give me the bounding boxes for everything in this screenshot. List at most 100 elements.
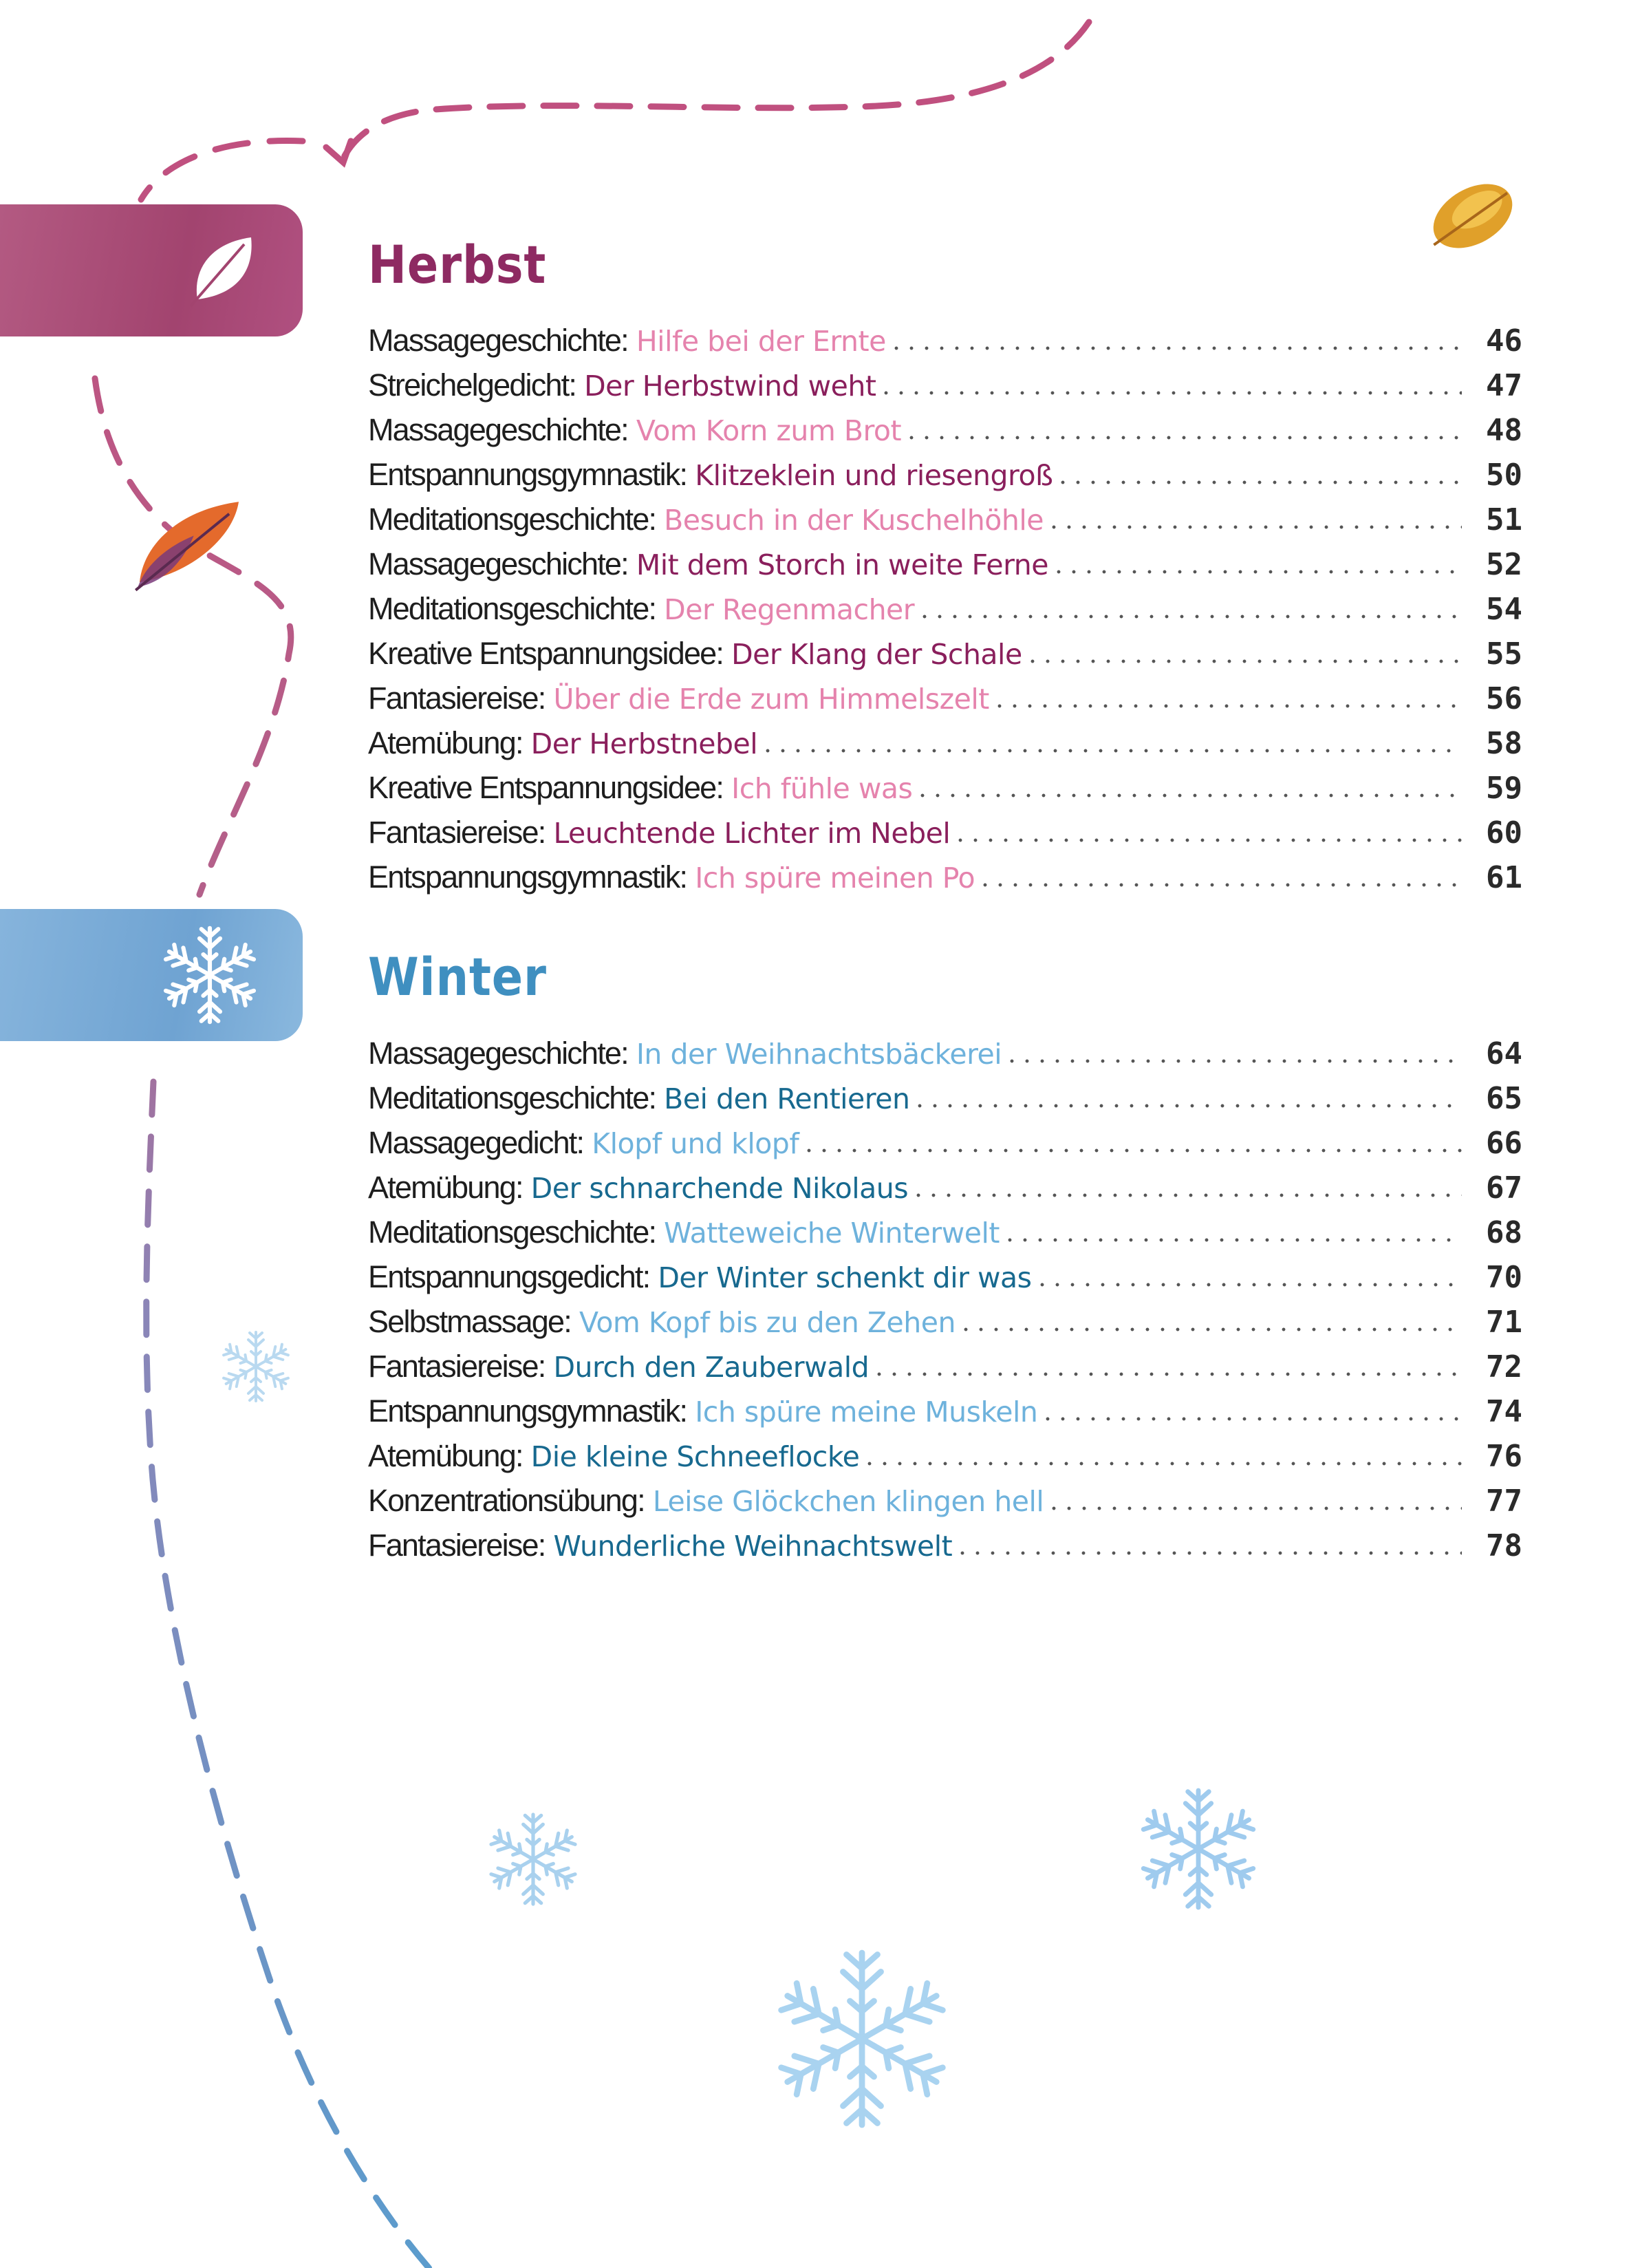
toc-entry[interactable]: Fantasiereise: Leuchtende Lichter im Nebe… (368, 810, 1522, 855)
toc-entry[interactable]: Entspannungsgymnastik: Ich spüre meinen P… (368, 855, 1522, 899)
entry-title: Ich spüre meine Muskeln (695, 1395, 1038, 1429)
snowflake-icon (490, 1815, 577, 1904)
page-number: 59 (1486, 771, 1522, 806)
entry-category: Entspannungsgymnastik: (368, 457, 688, 492)
entry-category: Kreative Entspannungsidee: (368, 636, 724, 671)
entry-title: Klopf und klopf (592, 1127, 799, 1160)
entry-title: Der Winter schenkt dir was (658, 1261, 1032, 1294)
dot-leader (878, 389, 1462, 396)
dot-leader (904, 434, 1462, 440)
entry-category: Fantasiereise: (368, 681, 546, 716)
dot-leader (862, 1460, 1462, 1466)
page-number: 72 (1486, 1349, 1522, 1384)
dashed-path-top (340, 19, 1092, 162)
page-number: 55 (1486, 636, 1522, 672)
entry-category: Atemübung: (368, 725, 524, 760)
section-tab-herbst[interactable] (0, 204, 303, 336)
dot-leader (978, 881, 1462, 888)
dot-leader (915, 792, 1462, 798)
entry-title: Der Herbstnebel (530, 727, 758, 760)
page-number: 78 (1486, 1528, 1522, 1563)
dot-leader (1050, 568, 1462, 575)
dot-leader (953, 837, 1462, 843)
entry-category: Streichelgedicht: (368, 367, 577, 403)
entry-category: Massagegeschichte: (368, 546, 629, 581)
dot-leader (1046, 524, 1462, 530)
entry-title: Der Regenmacher (664, 593, 915, 626)
page-number: 64 (1486, 1036, 1522, 1071)
entry-title: Leuchtende Lichter im Nebel (553, 817, 951, 850)
toc-entry[interactable]: Massagegedicht: Klopf und klopf 66 (368, 1120, 1522, 1165)
entry-title: Der schnarchende Nikolaus (530, 1172, 909, 1205)
entry-title: Leise Glöckchen klingen hell (652, 1485, 1044, 1518)
golden-leaf-icon (1433, 184, 1513, 248)
toc-entry[interactable]: Fantasiereise: Durch den Zauberwald 72 (368, 1344, 1522, 1389)
toc-entry[interactable]: Atemübung: Der Herbstnebel 58 (368, 720, 1522, 765)
page-number: 46 (1486, 323, 1522, 359)
page-number: 48 (1486, 413, 1522, 448)
dot-leader (912, 1102, 1462, 1109)
page-number: 47 (1486, 368, 1522, 403)
section-title-winter: Winter (368, 946, 547, 1007)
entry-title: Mit dem Storch in weite Ferne (636, 548, 1049, 581)
entry-category: Massagegeschichte: (368, 412, 629, 447)
toc-entry[interactable]: Kreative Entspannungsidee: Ich fühle was 5… (368, 765, 1522, 810)
toc-entry[interactable]: Meditationsgeschichte: Besuch in der Kusc… (368, 497, 1522, 542)
entry-category: Meditationsgeschichte: (368, 502, 657, 537)
entry-title: Klitzeklein und riesengroß (695, 459, 1053, 492)
toc-entry[interactable]: Selbstmassage: Vom Kopf bis zu den Zehen 7… (368, 1299, 1522, 1344)
toc-entry[interactable]: Entspannungsgedicht: Der Winter schenkt d… (368, 1254, 1522, 1299)
section-tab-winter[interactable] (0, 909, 303, 1041)
entry-title: Besuch in der Kuschelhöhle (664, 504, 1044, 537)
entry-category: Atemübung: (368, 1438, 524, 1473)
toc-entry[interactable]: Massagegeschichte: Mit dem Storch in weit… (368, 542, 1522, 586)
entry-category: Konzentrationsübung: (368, 1483, 646, 1518)
page-number: 71 (1486, 1305, 1522, 1340)
entry-title: Der Klang der Schale (731, 638, 1022, 671)
entry-category: Entspannungsgymnastik: (368, 859, 688, 895)
page-number: 60 (1486, 815, 1522, 850)
toc-entry[interactable]: Massagegeschichte: Hilfe bei der Ernte 46 (368, 318, 1522, 363)
entry-title: Wunderliche Weihnachtswelt (553, 1530, 953, 1563)
dot-leader (958, 1326, 1462, 1332)
toc-entry[interactable]: Entspannungsgymnastik: Ich spüre meine Mu… (368, 1389, 1522, 1433)
toc-list-winter: Massagegeschichte: In der Weihnachtsbäcke… (368, 1031, 1522, 1568)
entry-title: Vom Korn zum Brot (636, 414, 902, 447)
toc-entry[interactable]: Massagegeschichte: In der Weihnachtsbäcke… (368, 1031, 1522, 1076)
entry-category: Meditationsgeschichte: (368, 591, 657, 626)
dot-leader (888, 345, 1462, 351)
entry-title: Über die Erde zum Himmelszelt (553, 683, 989, 716)
toc-entry[interactable]: Streichelgedicht: Der Herbstwind weht 47 (368, 363, 1522, 407)
toc-entry[interactable]: Meditationsgeschichte: Watteweiche Winter… (368, 1210, 1522, 1254)
snowflake-icon (778, 1953, 946, 2125)
entry-category: Fantasiereise: (368, 1349, 546, 1384)
toc-entry[interactable]: Konzentrationsübung: Leise Glöckchen klin… (368, 1478, 1522, 1523)
toc-entry[interactable]: Fantasiereise: Über die Erde zum Himmelsz… (368, 676, 1522, 720)
page-number: 58 (1486, 726, 1522, 761)
entry-category: Fantasiereise: (368, 1528, 546, 1563)
entry-category: Fantasiereise: (368, 815, 546, 850)
toc-entry[interactable]: Kreative Entspannungsidee: Der Klang der … (368, 631, 1522, 676)
autumn-leaf-icon (134, 502, 239, 592)
entry-category: Entspannungsgymnastik: (368, 1393, 688, 1429)
entry-title: Vom Kopf bis zu den Zehen (579, 1306, 956, 1339)
toc-entry[interactable]: Meditationsgeschichte: Bei den Rentieren 6… (368, 1076, 1522, 1120)
toc-entry[interactable]: Meditationsgeschichte: Der Regenmacher 54 (368, 586, 1522, 631)
toc-entry[interactable]: Entspannungsgymnastik: Klitzeklein und ri… (368, 452, 1522, 497)
page-number: 70 (1486, 1260, 1522, 1295)
dot-leader (760, 747, 1462, 753)
page-number: 61 (1486, 860, 1522, 895)
entry-category: Selbstmassage: (368, 1304, 572, 1339)
toc-entry[interactable]: Atemübung: Die kleine Schneeflocke 76 (368, 1433, 1522, 1478)
toc-entry[interactable]: Massagegeschichte: Vom Korn zum Brot 48 (368, 407, 1522, 452)
toc-entry[interactable]: Atemübung: Der schnarchende Nikolaus 67 (368, 1165, 1522, 1210)
page-number: 74 (1486, 1394, 1522, 1429)
entry-category: Massagegeschichte: (368, 1036, 629, 1071)
dot-leader (1034, 1281, 1462, 1287)
arrow-head-icon (323, 138, 354, 168)
entry-category: Meditationsgeschichte: (368, 1215, 657, 1250)
entry-category: Entspannungsgedicht: (368, 1259, 651, 1294)
entry-category: Massagegedicht: (368, 1125, 585, 1160)
toc-entry[interactable]: Fantasiereise: Wunderliche Weihnachtswelt… (368, 1523, 1522, 1568)
